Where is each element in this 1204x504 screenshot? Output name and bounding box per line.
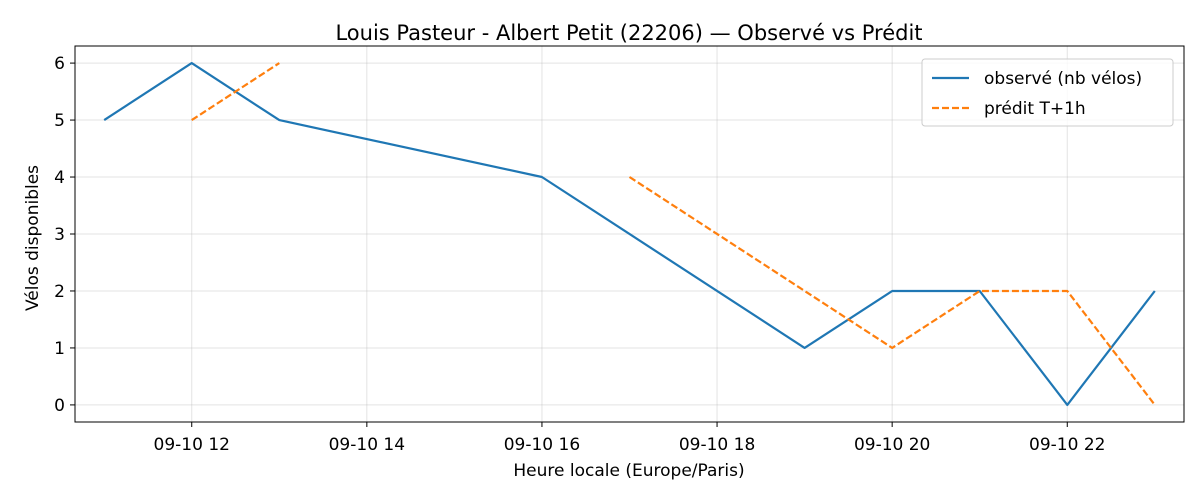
y-tick-label: 6 [54, 54, 65, 74]
legend-box [921, 58, 1174, 127]
y-tick-label: 1 [54, 339, 65, 359]
x-tick-label: 09-10 14 [329, 435, 405, 455]
x-tick-label: 09-10 20 [854, 435, 930, 455]
series-predicted-line-1 [628, 176, 1156, 406]
y-tick-label: 0 [54, 396, 65, 416]
y-tick-label: 5 [54, 111, 65, 131]
legend-label-observed: observé (nb vélos) [984, 69, 1142, 89]
series-predicted-line-0 [191, 62, 280, 122]
y-axis-label: Vélos disponibles [23, 165, 43, 311]
x-axis-label: Heure locale (Europe/Paris) [513, 461, 744, 481]
y-tick-label: 4 [54, 168, 65, 188]
y-tick-label: 2 [54, 282, 65, 302]
legend: observé (nb vélos) prédit T+1h [921, 58, 1174, 127]
ticks: 09-10 12 09-10 14 09-10 16 09-10 18 09-10 20… [54, 54, 1105, 455]
series-layer [103, 61, 1156, 406]
x-tick-label: 09-10 22 [1029, 435, 1105, 455]
x-tick-label: 09-10 18 [679, 435, 755, 455]
x-tick-label: 09-10 12 [154, 435, 230, 455]
x-tick-label: 09-10 16 [504, 435, 580, 455]
legend-label-predicted: prédit T+1h [984, 99, 1086, 119]
y-tick-label: 3 [54, 225, 65, 245]
chart-title: Louis Pasteur - Albert Petit (22206) — O… [335, 21, 922, 45]
